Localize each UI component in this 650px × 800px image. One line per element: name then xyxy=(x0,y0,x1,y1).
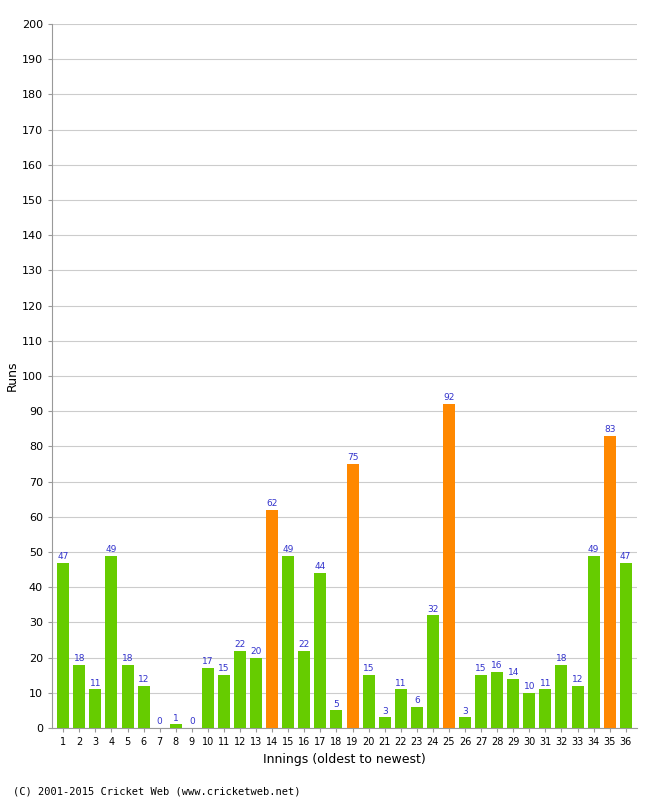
Text: 20: 20 xyxy=(250,647,262,656)
Text: 11: 11 xyxy=(90,678,101,687)
Bar xyxy=(556,665,567,728)
Bar xyxy=(105,555,118,728)
Bar xyxy=(395,690,407,728)
Text: 49: 49 xyxy=(283,545,294,554)
Text: 12: 12 xyxy=(572,675,583,684)
Bar xyxy=(540,690,551,728)
Bar xyxy=(491,672,503,728)
Text: 3: 3 xyxy=(382,706,387,716)
Text: 12: 12 xyxy=(138,675,150,684)
Bar xyxy=(315,573,326,728)
Bar xyxy=(411,707,423,728)
Bar xyxy=(330,710,343,728)
Bar xyxy=(266,510,278,728)
Bar xyxy=(588,555,600,728)
Text: 15: 15 xyxy=(475,665,487,674)
Bar xyxy=(443,404,455,728)
Text: 75: 75 xyxy=(347,454,358,462)
Bar xyxy=(523,693,536,728)
Text: 5: 5 xyxy=(333,700,339,709)
Text: 92: 92 xyxy=(443,394,454,402)
Text: 49: 49 xyxy=(106,545,117,554)
Text: 49: 49 xyxy=(588,545,599,554)
Text: 0: 0 xyxy=(157,718,162,726)
Text: 44: 44 xyxy=(315,562,326,571)
Text: 47: 47 xyxy=(58,552,69,561)
Bar xyxy=(507,678,519,728)
Bar xyxy=(459,718,471,728)
Text: 3: 3 xyxy=(462,706,468,716)
Bar xyxy=(73,665,85,728)
Bar xyxy=(571,686,584,728)
Bar xyxy=(170,725,182,728)
Bar xyxy=(427,615,439,728)
Text: 11: 11 xyxy=(540,678,551,687)
Y-axis label: Runs: Runs xyxy=(6,361,19,391)
Text: 17: 17 xyxy=(202,658,214,666)
Text: 18: 18 xyxy=(73,654,85,663)
Text: (C) 2001-2015 Cricket Web (www.cricketweb.net): (C) 2001-2015 Cricket Web (www.cricketwe… xyxy=(13,786,300,796)
Bar xyxy=(202,668,214,728)
Bar xyxy=(604,436,616,728)
Bar xyxy=(282,555,294,728)
Bar xyxy=(298,650,310,728)
Text: 22: 22 xyxy=(235,640,246,649)
Text: 10: 10 xyxy=(523,682,535,691)
Text: 18: 18 xyxy=(556,654,567,663)
Text: 32: 32 xyxy=(427,605,439,614)
Text: 15: 15 xyxy=(363,665,374,674)
Text: 14: 14 xyxy=(508,668,519,677)
Bar xyxy=(234,650,246,728)
Text: 18: 18 xyxy=(122,654,133,663)
Text: 15: 15 xyxy=(218,665,229,674)
Bar xyxy=(346,464,359,728)
X-axis label: Innings (oldest to newest): Innings (oldest to newest) xyxy=(263,753,426,766)
Bar xyxy=(89,690,101,728)
Bar xyxy=(122,665,133,728)
Bar xyxy=(363,675,374,728)
Text: 22: 22 xyxy=(299,640,310,649)
Bar xyxy=(57,562,70,728)
Text: 83: 83 xyxy=(604,425,616,434)
Bar xyxy=(250,658,262,728)
Text: 16: 16 xyxy=(491,661,503,670)
Text: 1: 1 xyxy=(173,714,179,722)
Text: 62: 62 xyxy=(266,499,278,508)
Text: 0: 0 xyxy=(189,718,195,726)
Text: 11: 11 xyxy=(395,678,406,687)
Bar xyxy=(475,675,487,728)
Bar xyxy=(619,562,632,728)
Text: 47: 47 xyxy=(620,552,631,561)
Text: 6: 6 xyxy=(414,696,420,705)
Bar xyxy=(218,675,230,728)
Bar xyxy=(138,686,150,728)
Bar xyxy=(379,718,391,728)
